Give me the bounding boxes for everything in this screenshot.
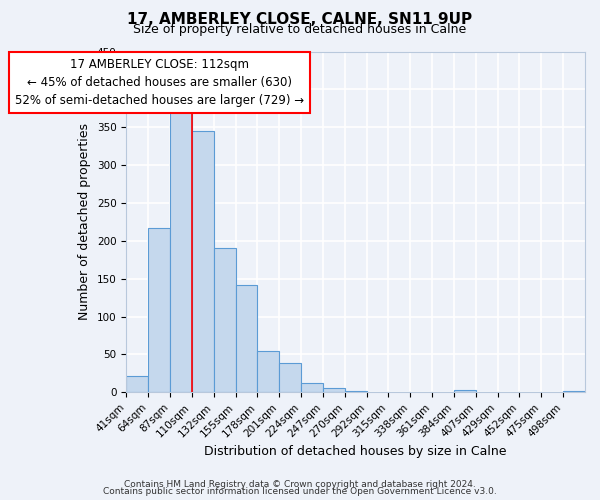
Text: 17, AMBERLEY CLOSE, CALNE, SN11 9UP: 17, AMBERLEY CLOSE, CALNE, SN11 9UP [127,12,473,28]
X-axis label: Distribution of detached houses by size in Calne: Distribution of detached houses by size … [205,444,507,458]
Bar [279,363,301,392]
Bar [192,131,214,392]
Text: Size of property relative to detached houses in Calne: Size of property relative to detached ho… [133,22,467,36]
Y-axis label: Number of detached properties: Number of detached properties [79,124,91,320]
Text: Contains public sector information licensed under the Open Government Licence v3: Contains public sector information licen… [103,487,497,496]
Bar [170,108,192,393]
Bar [236,285,257,393]
Bar [345,391,367,392]
Bar [148,228,170,392]
Bar [454,390,476,392]
Text: 17 AMBERLEY CLOSE: 112sqm
← 45% of detached houses are smaller (630)
52% of semi: 17 AMBERLEY CLOSE: 112sqm ← 45% of detac… [14,58,304,108]
Text: Contains HM Land Registry data © Crown copyright and database right 2024.: Contains HM Land Registry data © Crown c… [124,480,476,489]
Bar [127,376,148,392]
Bar [214,248,236,392]
Bar [563,391,585,392]
Bar [323,388,345,392]
Bar [257,350,279,393]
Bar [301,384,323,392]
